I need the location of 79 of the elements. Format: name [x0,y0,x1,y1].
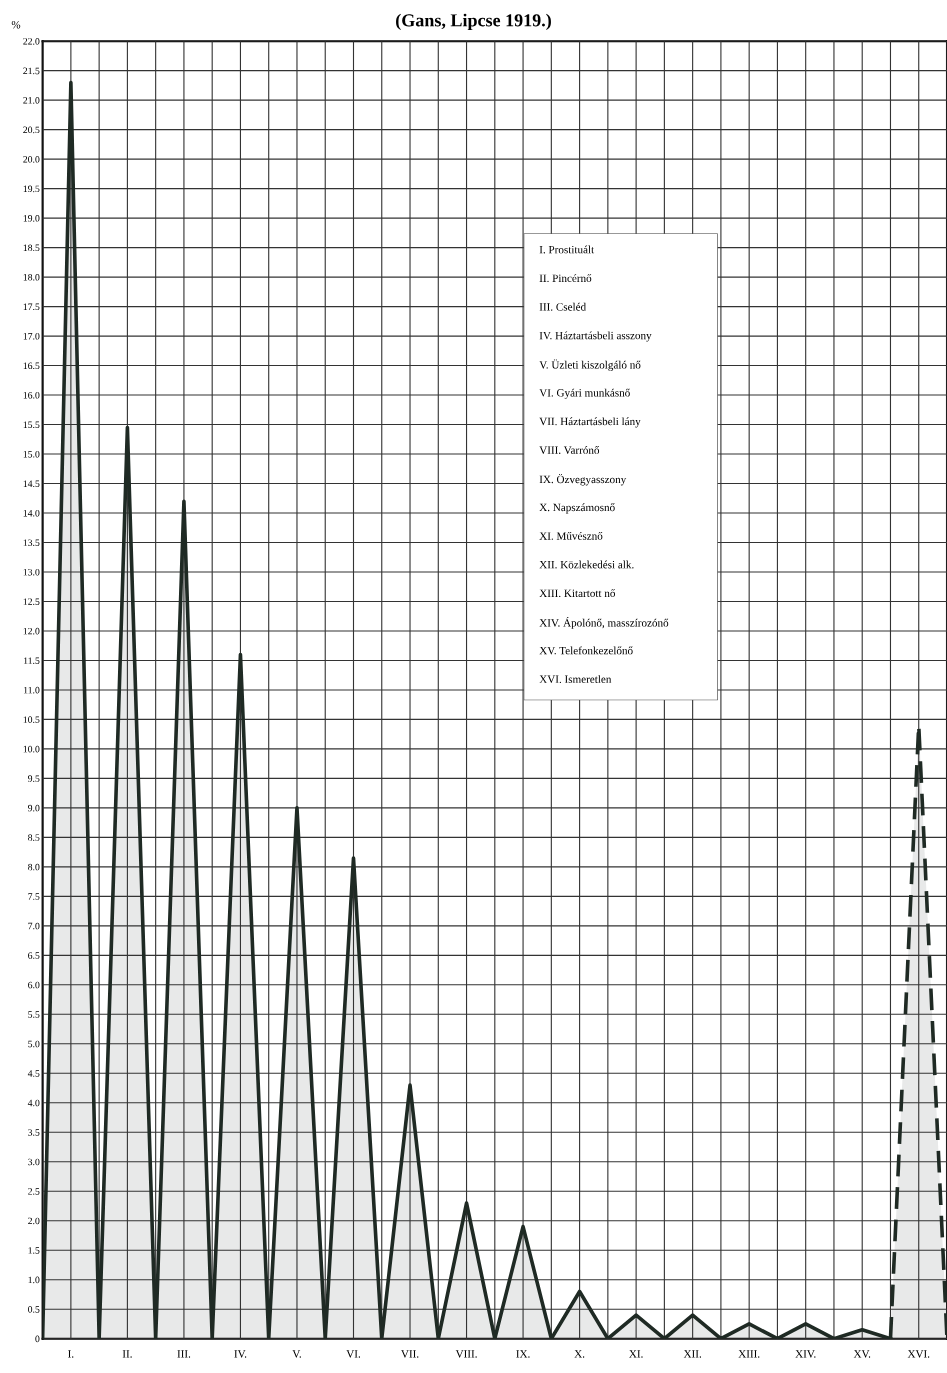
x-tick-label: III. [177,1350,191,1358]
x-tick-label: XII. [683,1350,702,1358]
y-tick-label: 9.5 [28,775,40,782]
x-tick-label: VIII. [455,1350,477,1358]
x-tick-label: X. [574,1350,585,1358]
y-tick-label: 13.0 [23,568,40,576]
annotation: X. Napszámosnő [539,503,615,514]
x-tick-label: XI. [629,1350,643,1358]
y-tick-label: 4.0 [27,1099,40,1107]
annotation: IV. Háztartásbeli asszony [539,331,652,342]
y-tick-label: 7.0 [28,922,40,930]
y-tick-label: 21.0 [23,97,40,104]
y-tick-label: 16.0 [23,391,40,399]
y-tick-label: 21.5 [23,67,40,75]
y-tick-label: 7.5 [28,893,40,900]
y-tick-label: 12.5 [23,598,40,605]
annotation: VIII. Varrónő [539,446,600,454]
y-tick-label: 10.5 [23,716,40,723]
y-tick-label: 6.5 [28,952,40,959]
y-tick-label: 3.5 [28,1129,40,1136]
y-tick-label: 19.5 [23,185,40,193]
y-tick-label: 11.5 [24,657,40,664]
y-tick-label: 20.5 [23,126,40,134]
annotation: XI. Művésznő [539,531,603,540]
annotation: I. Prostituált [539,245,595,254]
annotation: XV. Telefonkezelőnő [539,646,633,655]
y-tick-label: 20.0 [23,156,40,163]
x-tick-label: IV. [234,1350,247,1358]
annotation: XIII. Kitartott nő [539,589,616,598]
x-tick-label: XIII. [738,1350,760,1358]
annotation: II. Pincérnő [539,274,592,283]
y-tick-label: 13.5 [23,539,40,546]
y-tick-label: 10.0 [23,745,40,753]
y-tick-label: 11.0 [24,686,40,694]
y-axis-title: % [11,20,21,29]
x-tick-label: V. [292,1350,301,1358]
y-tick-label: 3.0 [28,1158,40,1166]
y-tick-label: 5.0 [28,1040,40,1048]
y-tick-label: 8.5 [28,834,40,841]
x-tick-label: I. [68,1350,74,1358]
y-tick-label: 0.5 [28,1306,40,1313]
y-tick-label: 15.0 [23,450,40,458]
x-tick-label: VI. [346,1350,361,1358]
annotation: XVI. Ismeretlen [539,675,612,684]
x-tick-label: IX. [516,1350,530,1358]
y-tick-label: 6.0 [28,981,40,989]
y-tick-label: 4.5 [27,1070,40,1077]
y-tick-label: 1.0 [28,1276,40,1284]
y-tick-label: 18.0 [23,274,40,281]
y-tick-label: 8.0 [28,863,40,871]
y-tick-label: 2.5 [28,1188,40,1195]
y-tick-label: 12.0 [23,627,40,635]
y-tick-label: 14.5 [23,480,40,488]
y-tick-label: 22.0 [23,38,40,45]
annotation: XIV. Ápolónő, masszírozónő [539,616,669,629]
y-tick-label: 5.5 [28,1011,40,1018]
x-tick-label: XV. [853,1350,871,1358]
annotation: VII. Háztartásbeli lány [539,417,641,428]
y-tick-label: 17.5 [23,303,40,311]
y-tick-label: 19.0 [23,215,40,222]
annotation: IX. Özvegyasszony [539,474,627,486]
y-tick-label: 17.0 [23,332,40,340]
y-tick-label: 1.5 [28,1247,40,1254]
y-tick-label: 0 [35,1335,40,1343]
chart-title: (Gans, Lipcse 1919.) [396,13,551,31]
annotation: XII. Közlekedési alk. [539,560,634,569]
x-tick-label: II. [122,1350,132,1358]
y-tick-label: 18.5 [23,244,40,252]
y-tick-label: 15.5 [23,421,40,429]
x-tick-label: XVI. [907,1350,930,1358]
y-tick-label: 14.0 [23,509,40,517]
annotation: III. Cseléd [539,302,586,311]
annotation: V. Üzleti kiszolgáló nő [539,359,641,371]
y-tick-label: 2.0 [28,1217,40,1225]
x-tick-label: XIV. [795,1350,816,1358]
annotation: VI. Gyári munkásnő [539,388,630,399]
x-tick-label: VII. [401,1350,419,1358]
y-tick-label: 9.0 [28,804,40,812]
y-tick-label: 16.5 [23,362,40,370]
